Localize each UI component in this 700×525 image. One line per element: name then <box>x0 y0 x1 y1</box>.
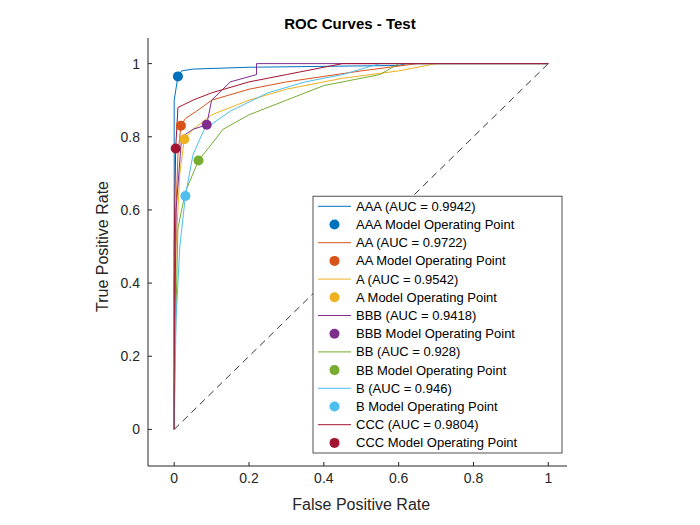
x-tick <box>174 462 175 466</box>
legend-label: AAA (AUC = 0.9942) <box>356 199 476 214</box>
legend-label: BB (AUC = 0.928) <box>356 344 460 359</box>
legend-line <box>318 388 351 389</box>
chart: ROC Curves - Test 0 0.2 0.4 0.6 0.8 1 0 0.2 0.4 0.… <box>0 0 700 525</box>
x-tick-label: 0.8 <box>464 470 484 486</box>
operating-point <box>171 143 181 153</box>
operating-point <box>176 121 186 131</box>
y-tick <box>148 209 152 210</box>
legend-box <box>313 196 562 453</box>
legend-marker <box>330 220 340 230</box>
legend-label: AAA Model Operating Point <box>356 217 515 232</box>
x-tick <box>323 462 324 466</box>
legend-label: AA Model Operating Point <box>356 253 506 268</box>
legend-label: CCC Model Operating Point <box>356 435 518 450</box>
y-axis <box>148 38 149 466</box>
operating-point <box>194 156 204 166</box>
legend-marker <box>330 365 340 375</box>
legend-line <box>318 351 351 352</box>
title: ROC Curves - Test <box>284 15 415 32</box>
legend: AAA (AUC = 0.9942) AAA Model Operating Po… <box>313 196 562 453</box>
y-tick-label: 0.6 <box>121 202 141 218</box>
legend-label: BBB (AUC = 0.9418) <box>356 308 476 323</box>
legend-label: CCC (AUC = 0.9804) <box>356 417 478 432</box>
x-tick <box>398 462 399 466</box>
legend-marker <box>330 438 340 448</box>
legend-marker <box>330 292 340 302</box>
x-tick <box>249 462 250 466</box>
x-tick <box>548 462 549 466</box>
operating-point <box>180 191 190 201</box>
legend-label: AA (AUC = 0.9722) <box>356 235 467 250</box>
legend-label: B Model Operating Point <box>356 399 498 414</box>
x-tick-label: 0.2 <box>239 470 259 486</box>
legend-marker <box>330 329 340 339</box>
y-tick <box>148 283 152 284</box>
legend-line <box>318 315 351 316</box>
legend-line <box>318 424 351 425</box>
x-axis <box>148 466 567 467</box>
x-tick-label: 0.6 <box>389 470 409 486</box>
y-tick <box>148 63 152 64</box>
legend-label: BB Model Operating Point <box>356 363 507 378</box>
x-tick-label: 0.4 <box>314 470 334 486</box>
legend-label: A Model Operating Point <box>356 290 497 305</box>
y-tick-label: 0.2 <box>121 348 141 364</box>
legend-line <box>318 279 351 280</box>
legend-marker <box>330 256 340 266</box>
y-tick <box>148 429 152 430</box>
y-tick-label: 1 <box>132 56 140 72</box>
y-tick-label: 0 <box>132 421 140 437</box>
legend-line <box>318 242 351 243</box>
legend-label: BBB Model Operating Point <box>356 326 515 341</box>
x-tick-label: 1 <box>544 470 552 486</box>
legend-line <box>318 206 351 207</box>
y-tick <box>148 136 152 137</box>
y-tick <box>148 356 152 357</box>
y-tick-label: 0.8 <box>121 129 141 145</box>
operating-point <box>202 120 212 130</box>
x-tick-label: 0 <box>170 470 178 486</box>
legend-marker <box>330 402 340 412</box>
x-axis-label: False Positive Rate <box>292 496 430 513</box>
legend-label: A (AUC = 0.9542) <box>356 272 458 287</box>
x-tick <box>473 462 474 466</box>
operating-point <box>179 134 189 144</box>
legend-label: B (AUC = 0.946) <box>356 381 452 396</box>
operating-point <box>173 71 183 81</box>
y-axis-label: True Positive Rate <box>94 181 111 312</box>
y-tick-label: 0.4 <box>121 275 141 291</box>
